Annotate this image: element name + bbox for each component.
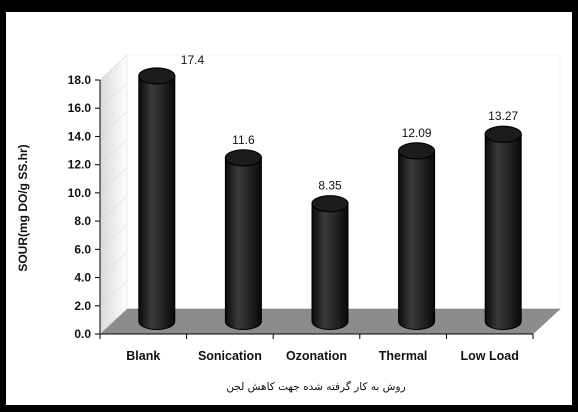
y-tick-label: 0.0: [74, 327, 91, 341]
y-depth-line: [99, 111, 128, 137]
bars: [138, 67, 522, 330]
bar-sonication: [224, 149, 262, 330]
bar-body: [311, 203, 349, 330]
y-tick-label: 6.0: [74, 242, 91, 256]
y-ticks: 0.0 2.0 4.0 6.0 8.0 10.0 12.0 14.0 16.0 18.0: [68, 54, 128, 341]
bar-top-cap: [398, 142, 436, 160]
y-depth-line: [99, 83, 128, 109]
y-depth-line: [99, 280, 128, 306]
bar-body: [398, 150, 436, 330]
y-depth-line: [99, 139, 128, 165]
data-label: 11.6: [232, 133, 255, 147]
y-tick-label: 16.0: [68, 101, 92, 115]
y-depth-line: [99, 54, 128, 81]
data-label: 17.4: [181, 53, 205, 67]
y-tick-label: 4.0: [74, 271, 91, 285]
bar-top-cap: [224, 149, 262, 167]
y-depth-line: [99, 195, 128, 222]
bar-top-cap: [484, 125, 522, 143]
y-depth-line: [99, 167, 128, 194]
bar-thermal: [398, 142, 436, 330]
chart-frame: 0.0 2.0 4.0 6.0 8.0 10.0 12.0 14.0 16.0 18.0 17.4…: [6, 12, 572, 405]
data-label: 12.09: [402, 126, 432, 140]
category-label: Sonication: [198, 349, 262, 363]
y-tick-label: 12.0: [68, 158, 92, 172]
bar-body: [138, 75, 176, 330]
bar-blank: [138, 67, 176, 330]
y-tick-label: 18.0: [68, 73, 92, 87]
data-label: 13.27: [488, 109, 518, 123]
y-tick-label: 14.0: [68, 129, 92, 143]
category-label: Ozonation: [286, 349, 347, 363]
y-tick-label: 10.0: [68, 186, 92, 200]
bar-body: [484, 133, 522, 330]
y-depth-line: [99, 308, 128, 335]
y-depth-line: [99, 224, 128, 250]
y-tick-label: 2.0: [74, 299, 91, 313]
data-label: 8.35: [318, 179, 342, 193]
category-labels: Blank Sonication Ozonation Thermal Low Load: [126, 349, 519, 363]
x-ticks: [99, 334, 534, 339]
y-tick-label: 8.0: [74, 214, 91, 228]
category-label: Low Load: [461, 349, 519, 363]
category-label: Thermal: [379, 349, 428, 363]
y-axis-title: SOUR(mg DO/g SS.hr): [16, 144, 30, 271]
bar-top-cap: [311, 195, 349, 213]
bar-top-cap: [138, 67, 176, 85]
bar-body: [224, 157, 262, 330]
side-wall: [99, 54, 128, 335]
bar-low-load: [484, 125, 522, 330]
data-labels: 17.4 11.6 8.35 12.09 13.27: [181, 53, 519, 193]
category-label: Blank: [126, 349, 160, 363]
x-axis-title: روش به کار گرفته شده جهت کاهش لجن: [226, 380, 405, 393]
y-depth-line: [99, 252, 128, 278]
bar-ozonation: [311, 195, 349, 330]
chart-svg: 0.0 2.0 4.0 6.0 8.0 10.0 12.0 14.0 16.0 18.0 17.4…: [16, 53, 561, 393]
